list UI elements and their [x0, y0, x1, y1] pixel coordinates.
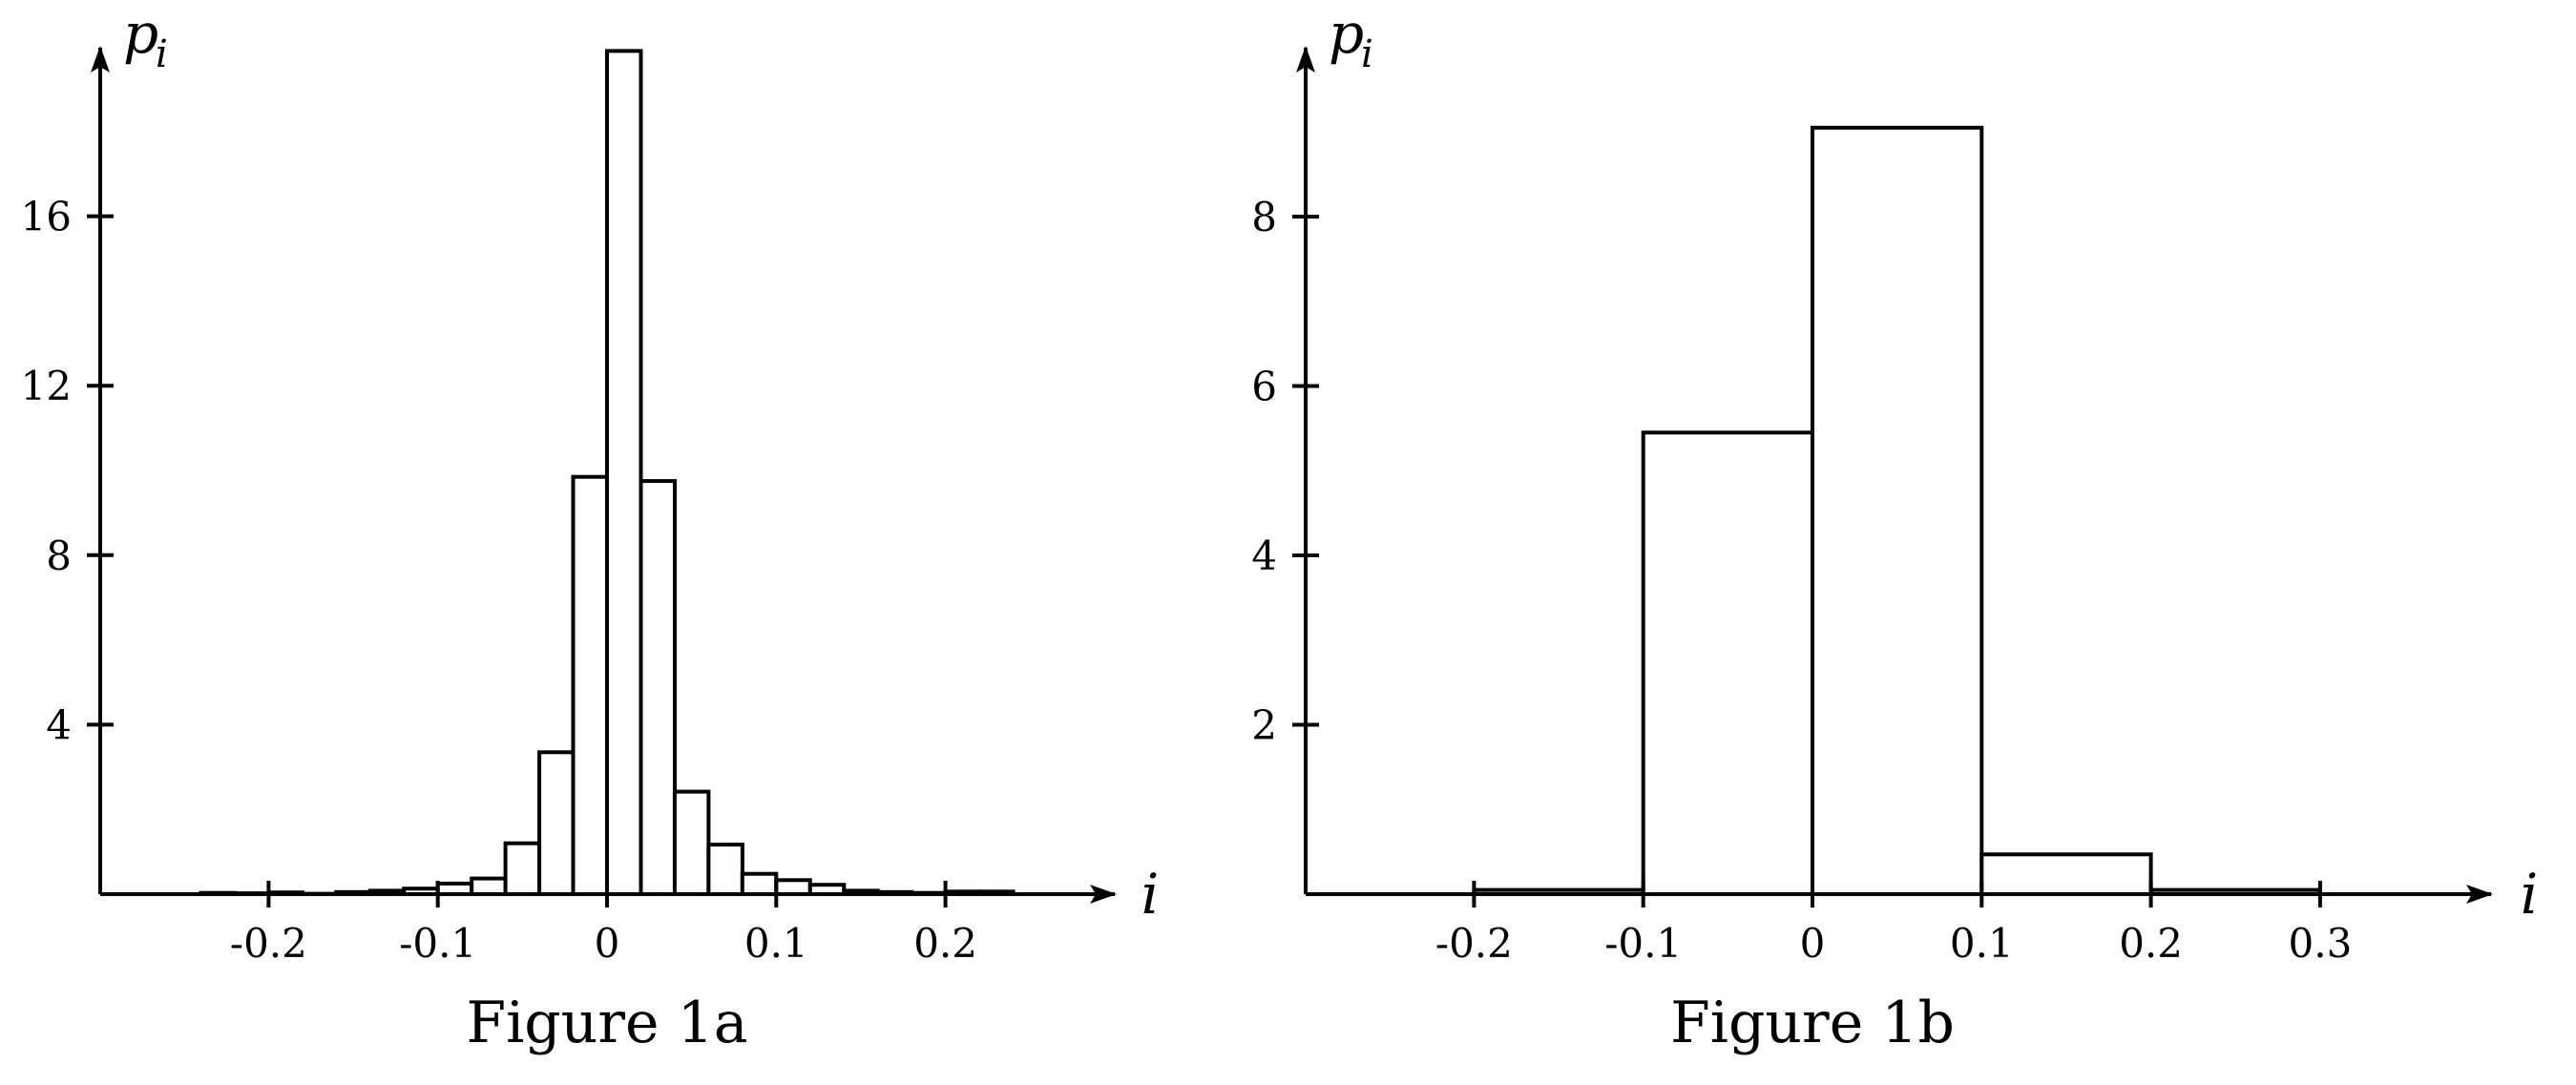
y-tick-label: 6: [1251, 364, 1277, 410]
histogram-bar: [537, 750, 576, 896]
y-tick-label: 16: [21, 194, 72, 240]
histogram-bar: [639, 479, 677, 896]
x-tick-label: 0: [1800, 920, 1826, 967]
x-axis-arrow: [2466, 885, 2493, 904]
histogram-bar: [672, 789, 711, 896]
x-tick-label: -0.2: [230, 920, 307, 967]
histogram-bar: [706, 843, 744, 896]
x-tick-label: 0.1: [1950, 920, 2014, 967]
x-tick-label: -0.1: [399, 920, 476, 967]
y-axis-label-subscript: i: [1361, 32, 1373, 76]
y-axis-label: p: [1329, 1, 1364, 66]
histogram-bar: [1811, 125, 1984, 897]
histogram-bar: [470, 876, 508, 896]
histogram-bar: [1641, 430, 1814, 896]
y-tick-label: 8: [1251, 194, 1277, 240]
y-axis-arrow: [1296, 46, 1315, 73]
x-tick-label: 0.2: [2119, 920, 2183, 967]
x-tick-label: 0.3: [2289, 920, 2353, 967]
histogram-bar: [571, 474, 609, 896]
x-tick-label: 0.2: [913, 920, 977, 967]
histogram-bar: [605, 49, 643, 896]
y-tick-label: 8: [46, 532, 72, 579]
y-tick-label: 4: [46, 701, 72, 748]
x-axis-label: i: [2521, 862, 2539, 927]
figure-caption: Figure 1b: [1670, 990, 1955, 1056]
y-axis-arrow: [91, 46, 110, 73]
y-tick-label: 4: [1251, 532, 1277, 579]
y-axis-label-subscript: i: [156, 32, 168, 76]
y-axis-label: p: [123, 1, 158, 66]
x-axis-arrow: [1090, 885, 1117, 904]
histogram-bar: [740, 871, 779, 897]
x-tick-label: 0: [595, 920, 620, 967]
x-tick-label: -0.2: [1435, 920, 1513, 967]
histogram-bar: [503, 841, 542, 897]
figure-caption: Figure 1a: [466, 990, 747, 1056]
histogram-bar: [774, 878, 812, 896]
x-tick-label: -0.1: [1604, 920, 1682, 967]
y-tick-label: 2: [1251, 702, 1277, 749]
y-tick-label: 12: [21, 363, 72, 409]
x-axis-label: i: [1141, 862, 1160, 927]
x-tick-label: 0.1: [744, 920, 808, 967]
histogram-bar: [1979, 852, 2153, 896]
